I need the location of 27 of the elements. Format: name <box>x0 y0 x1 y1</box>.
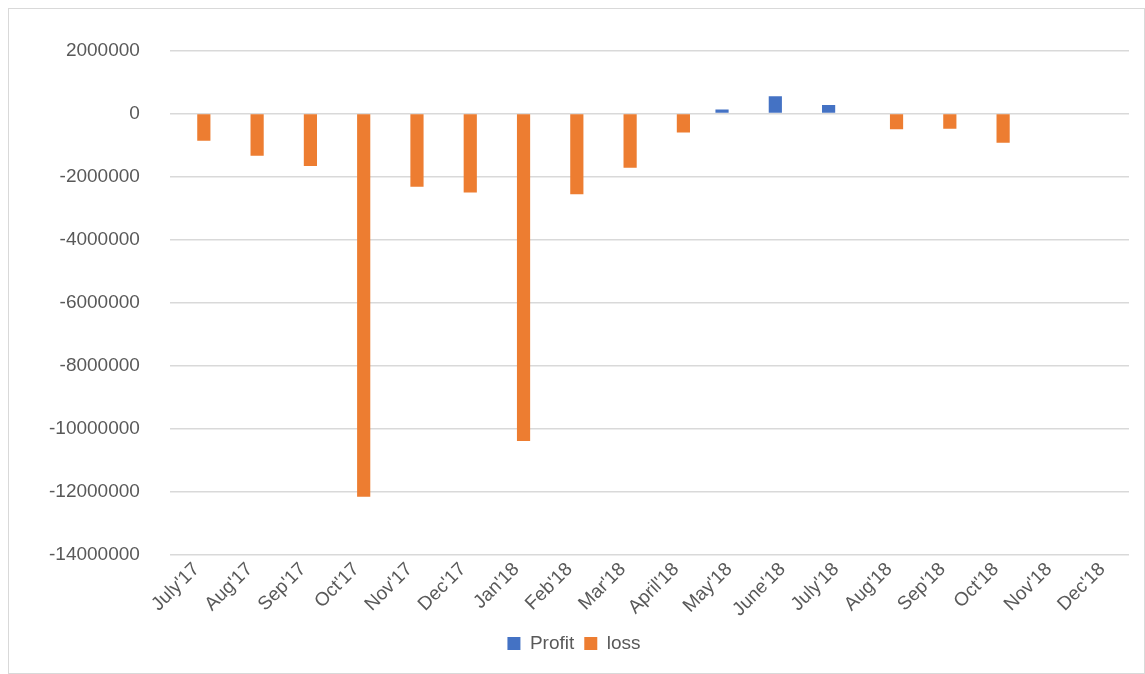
legend-label: loss <box>606 631 641 653</box>
bar <box>768 96 782 113</box>
bar <box>570 114 584 195</box>
bar <box>357 114 371 497</box>
legend-label: Profit <box>529 631 575 653</box>
bar <box>822 104 836 113</box>
y-tick-label: -6000000 <box>59 291 140 313</box>
y-tick-label: 2000000 <box>65 38 140 60</box>
y-tick-label: 0 <box>129 101 140 123</box>
bar <box>943 114 957 129</box>
bar <box>303 114 317 166</box>
bar <box>889 114 904 130</box>
bar <box>250 114 264 156</box>
bar <box>996 114 1010 143</box>
bar <box>463 114 477 193</box>
bar <box>676 114 690 133</box>
y-tick-label: -12000000 <box>48 480 140 502</box>
y-tick-label: -8000000 <box>59 354 140 376</box>
y-tick-label: -2000000 <box>59 164 140 186</box>
bar <box>197 114 211 141</box>
y-tick-label: -4000000 <box>59 227 140 249</box>
bar <box>410 114 424 187</box>
bar <box>623 114 637 168</box>
y-tick-label: -10000000 <box>48 417 140 439</box>
y-tick-label: -14000000 <box>48 543 140 565</box>
bar <box>715 109 729 113</box>
bar <box>516 114 531 442</box>
